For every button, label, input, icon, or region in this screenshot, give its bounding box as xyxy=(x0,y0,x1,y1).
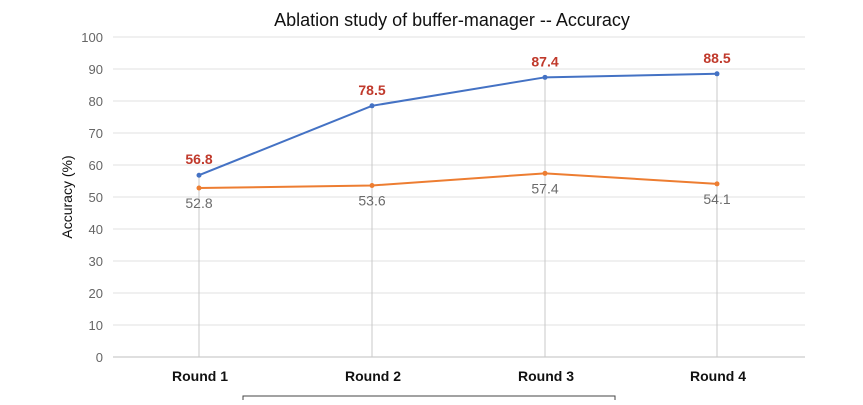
data-label: 54.1 xyxy=(703,191,730,207)
y-axis-label: Accuracy (%) xyxy=(59,155,75,238)
data-label: 53.6 xyxy=(358,192,385,208)
data-point xyxy=(196,172,202,178)
y-tick-label: 40 xyxy=(89,222,103,237)
x-tick-label: Round 4 xyxy=(690,368,746,384)
series-line-1 xyxy=(198,72,718,177)
data-point xyxy=(369,182,375,188)
x-tick-label: Round 3 xyxy=(518,368,574,384)
data-point xyxy=(714,181,720,187)
data-point xyxy=(714,71,720,77)
data-label: 87.4 xyxy=(531,53,558,69)
y-tick-label: 30 xyxy=(89,254,103,269)
series-line-2 xyxy=(198,172,718,190)
drop-lines xyxy=(198,73,718,357)
x-tick-label: Round 1 xyxy=(172,368,228,384)
data-point xyxy=(542,74,548,80)
y-tick-label: 90 xyxy=(89,62,103,77)
y-tick-label: 80 xyxy=(89,94,103,109)
legend-box xyxy=(242,395,616,405)
y-tick-label: 10 xyxy=(89,318,103,333)
data-label: 78.5 xyxy=(358,82,385,98)
y-tick-labels: 0 10 20 30 40 50 60 70 80 90 100 xyxy=(81,30,103,365)
x-tick-labels: Round 1 Round 2 Round 3 Round 4 xyxy=(172,368,746,384)
gridlines xyxy=(113,36,805,358)
y-tick-label: 50 xyxy=(89,190,103,205)
y-tick-label: 20 xyxy=(89,286,103,301)
data-labels: 56.8 78.5 87.4 88.5 52.8 53.6 57.4 54.1 xyxy=(185,50,730,211)
x-tick-label: Round 2 xyxy=(345,368,401,384)
data-label: 52.8 xyxy=(185,195,212,211)
data-label: 88.5 xyxy=(703,50,730,66)
y-tick-label: 70 xyxy=(89,126,103,141)
y-tick-label: 0 xyxy=(96,350,103,365)
chart-title: Ablation study of buffer-manager -- Accu… xyxy=(274,10,630,30)
data-label: 56.8 xyxy=(185,151,212,167)
data-point xyxy=(196,185,202,191)
data-point xyxy=(369,103,375,109)
y-tick-label: 60 xyxy=(89,158,103,173)
y-tick-label: 100 xyxy=(81,30,103,45)
series-lines xyxy=(196,71,720,191)
data-point xyxy=(542,170,548,176)
data-label: 57.4 xyxy=(531,180,558,196)
